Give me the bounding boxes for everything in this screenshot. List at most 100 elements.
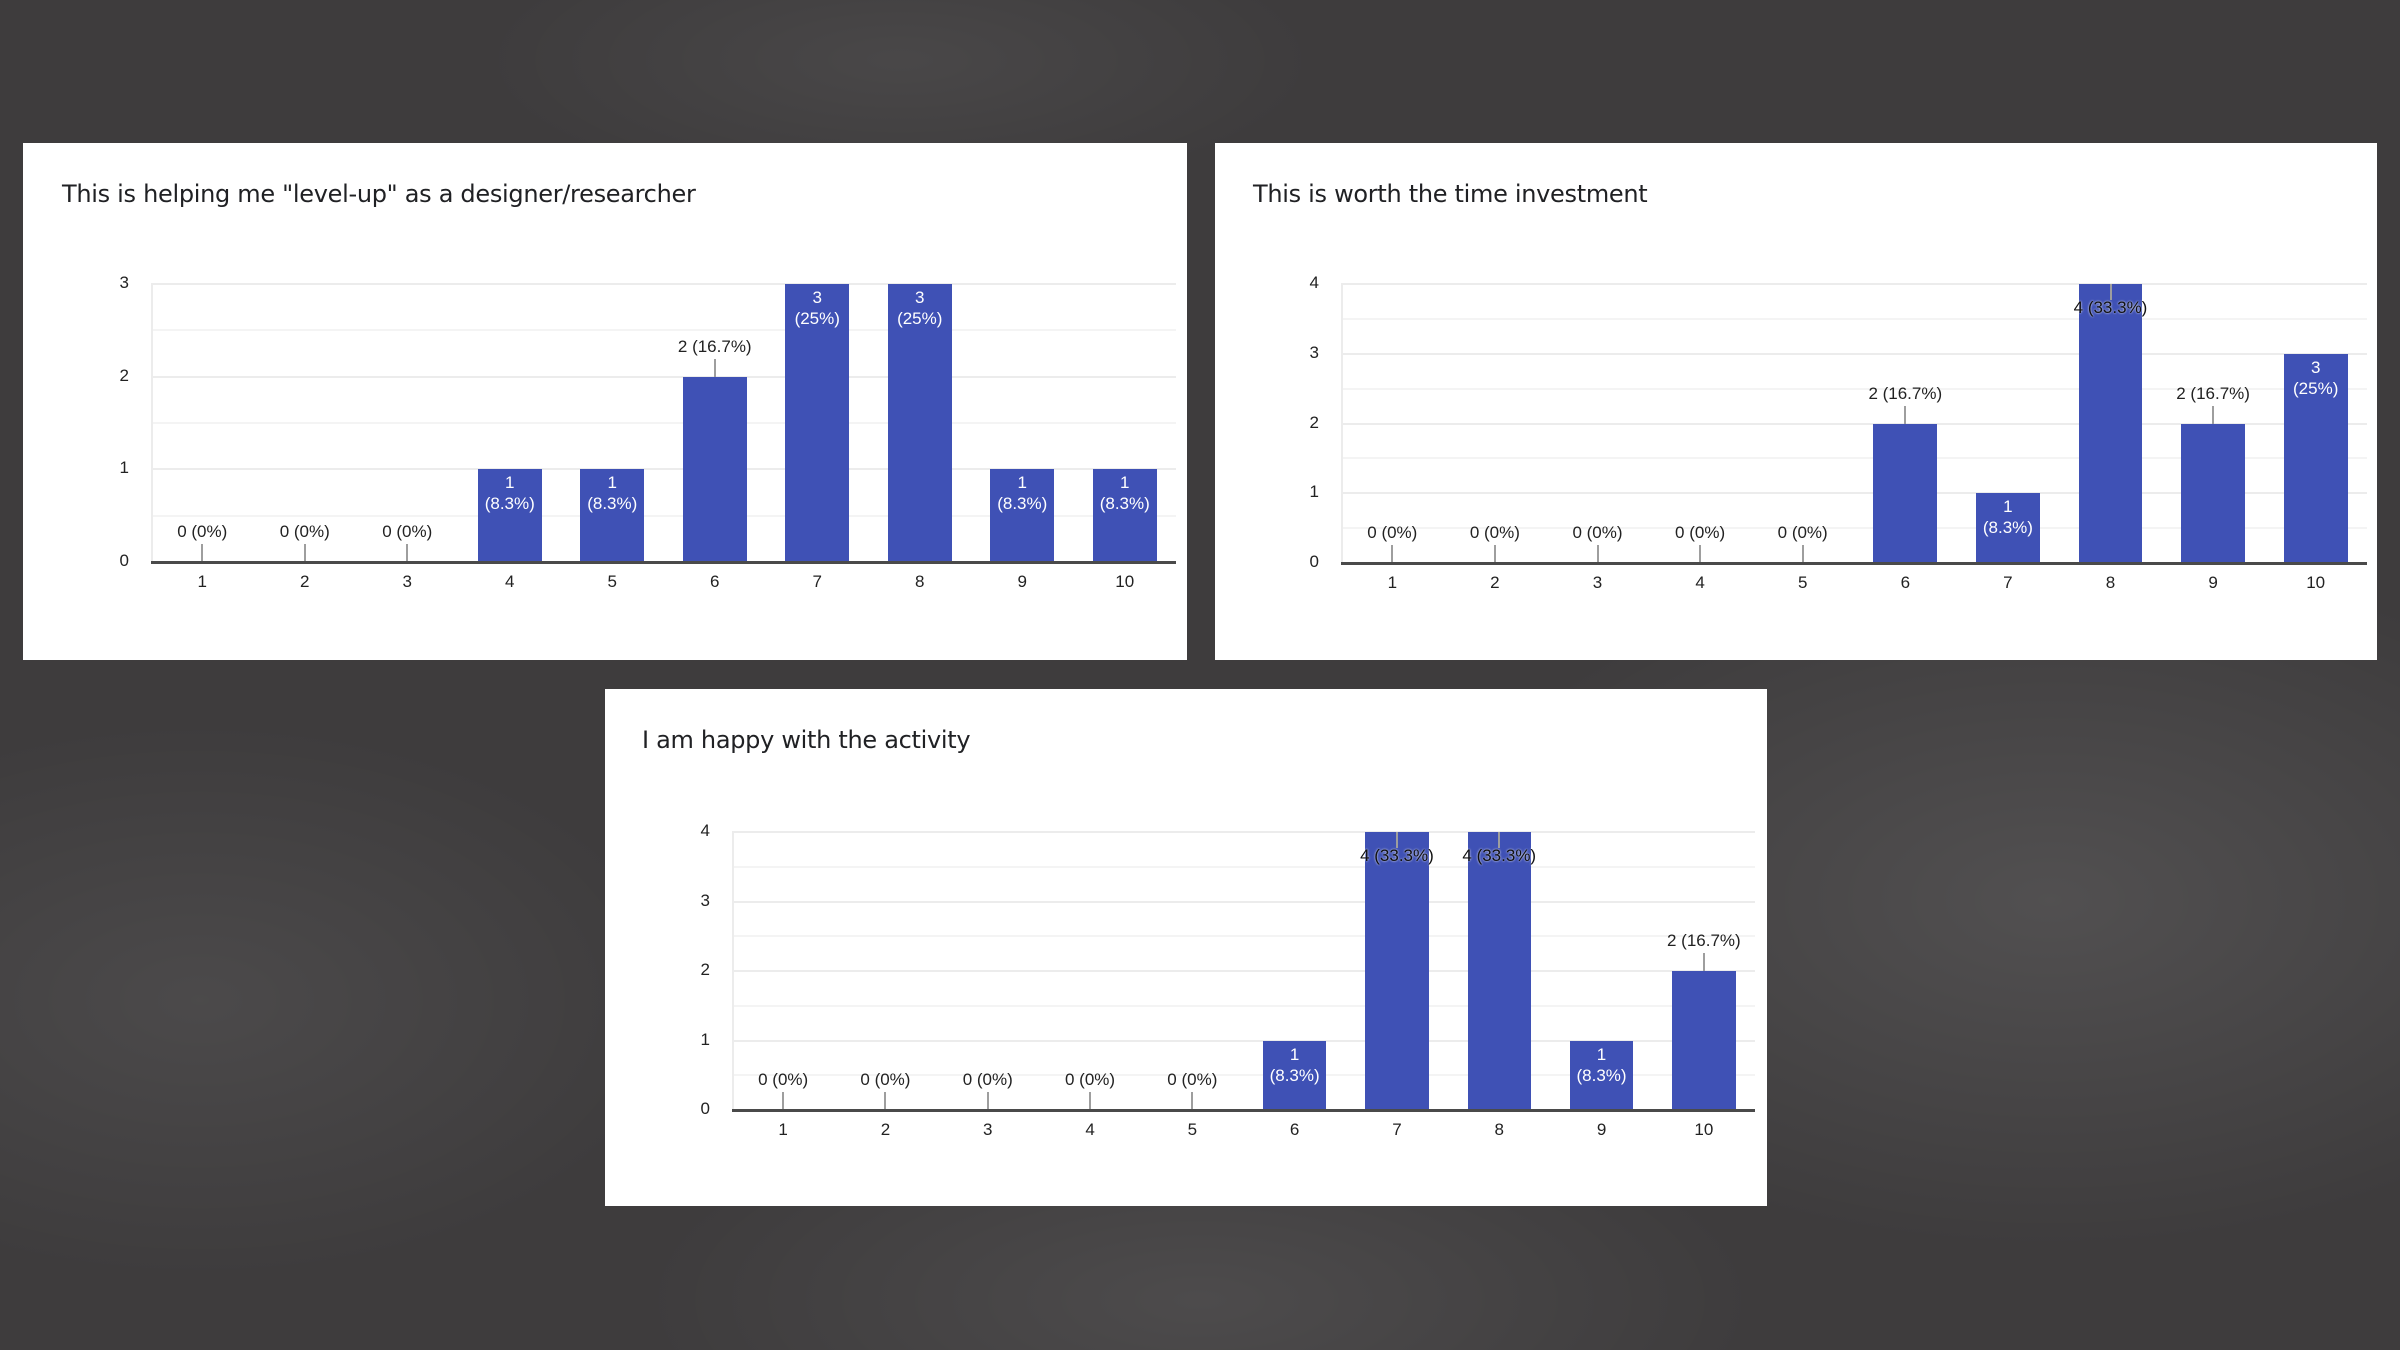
bar-7 xyxy=(785,284,850,562)
data-label: 0 (0%) xyxy=(1777,523,1828,542)
x-tick-label: 4 xyxy=(505,572,515,591)
bar-10 xyxy=(1092,469,1157,562)
minor-gridline xyxy=(1341,387,2367,390)
x-tick-label: 7 xyxy=(1392,1120,1402,1139)
gridline xyxy=(732,831,1755,833)
label-leader xyxy=(406,544,409,562)
data-label: 1 (8.3%) xyxy=(1093,472,1157,514)
chart-panel-time-investment: This is worth the time investment 0 1 2 3 4 1… xyxy=(1215,143,2377,660)
data-label: 0 (0%) xyxy=(1167,1070,1218,1089)
label-leader xyxy=(2109,284,2112,300)
minor-gridline xyxy=(732,935,1755,938)
data-label: 1 (8.3%) xyxy=(1570,1044,1633,1086)
chart-panel-level-up: This is helping me "level-up" as a desig… xyxy=(23,143,1187,660)
bar-6 xyxy=(1873,423,1938,563)
data-label-percent: (25%) xyxy=(897,309,943,328)
label-leader xyxy=(713,358,716,377)
data-label-percent: (8.3%) xyxy=(1269,1065,1320,1085)
data-label-count: 1 xyxy=(1017,473,1027,493)
data-label: 2 (16.7%) xyxy=(677,336,752,356)
x-tick-label: 1 xyxy=(197,572,207,591)
x-tick-label: 9 xyxy=(1017,572,1027,591)
x-tick-label: 10 xyxy=(1694,1120,1714,1139)
bar-10 xyxy=(2283,353,2348,563)
data-label-count: 3 xyxy=(812,288,822,307)
chart-panel-happy-activity: I am happy with the activity 0 1 2 3 4 1 0 (0%… xyxy=(605,689,1767,1206)
y-tick-label: 2 xyxy=(119,365,129,385)
data-label: 0 (0%) xyxy=(1675,523,1726,542)
bar-8 xyxy=(1467,832,1531,1110)
label-leader xyxy=(1904,405,1907,424)
x-tick-label: 1 xyxy=(778,1120,788,1139)
label-leader xyxy=(1089,1092,1092,1110)
x-tick-label: 8 xyxy=(915,572,925,591)
x-tick-label: 2 xyxy=(300,572,310,591)
bar-8 xyxy=(2078,284,2143,563)
data-label: 0 (0%) xyxy=(1572,523,1623,542)
minor-gridline xyxy=(151,422,1176,424)
data-label-percent: (25%) xyxy=(2293,378,2339,398)
x-tick-label: 10 xyxy=(1115,572,1135,591)
x-tick-label: 3 xyxy=(1592,573,1603,592)
x-tick-label: 5 xyxy=(607,572,617,591)
minor-gridline xyxy=(1341,457,2367,460)
x-tick-label: 4 xyxy=(1085,1120,1095,1139)
data-label: 0 (0%) xyxy=(860,1070,911,1089)
gridline xyxy=(1341,422,2367,425)
bar-6 xyxy=(1262,1040,1327,1110)
data-label: 0 (0%) xyxy=(1367,523,1418,542)
label-leader xyxy=(201,544,204,562)
bar-6 xyxy=(682,376,747,562)
minor-gridline xyxy=(1341,317,2367,320)
x-axis-baseline xyxy=(732,1109,1755,1112)
x-axis-baseline xyxy=(151,561,1176,564)
data-label-percent: (8.3%) xyxy=(997,494,1048,514)
bar-7 xyxy=(1365,832,1429,1110)
data-label-count: 1 xyxy=(1289,1044,1300,1064)
gridline xyxy=(151,375,1176,378)
x-tick-label: 7 xyxy=(2003,573,2013,592)
y-tick-label: 2 xyxy=(700,960,710,979)
gridline xyxy=(732,1039,1755,1042)
label-leader xyxy=(1702,953,1705,971)
data-label-count: 1 xyxy=(1596,1044,1607,1064)
minor-gridline xyxy=(1341,527,2367,530)
bar-9 xyxy=(990,469,1055,562)
data-label: 4 (33.3%) xyxy=(2073,298,2148,317)
chart-title: I am happy with the activity xyxy=(642,726,971,754)
data-label-count: 3 xyxy=(2310,357,2321,377)
data-label: 2 (16.7%) xyxy=(1868,383,1943,403)
label-leader xyxy=(884,1092,887,1110)
x-tick-label: 5 xyxy=(1187,1120,1198,1139)
y-tick-label: 2 xyxy=(1309,412,1319,432)
y-tick-label: 0 xyxy=(1309,552,1319,571)
y-tick-label: 1 xyxy=(119,458,129,478)
y-axis-line xyxy=(732,832,734,1110)
chart-title: This is helping me "level-up" as a desig… xyxy=(62,180,696,208)
x-tick-label: 8 xyxy=(1494,1120,1504,1139)
bar-9 xyxy=(1569,1040,1634,1110)
gridline xyxy=(151,468,1176,471)
gridline xyxy=(732,970,1755,972)
chart-title: This is worth the time investment xyxy=(1253,180,1648,208)
data-label: 2 (16.7%) xyxy=(2176,383,2250,403)
label-leader xyxy=(1395,832,1398,848)
gridline xyxy=(151,283,1176,285)
data-label: 0 (0%) xyxy=(279,522,330,541)
bar-7 xyxy=(1976,493,2040,563)
data-label-count: 3 xyxy=(915,288,925,307)
minor-gridline xyxy=(732,865,1755,868)
label-leader xyxy=(782,1092,785,1110)
minor-gridline xyxy=(732,1004,1755,1007)
data-label: 1 (8.3%) xyxy=(1263,1044,1326,1086)
gridline xyxy=(1341,283,2367,285)
bar-5 xyxy=(580,469,645,562)
x-tick-label: 2 xyxy=(1490,573,1500,592)
y-axis-line xyxy=(151,284,153,562)
label-leader xyxy=(1191,1092,1194,1110)
data-label-count: 1 xyxy=(505,473,515,493)
data-label-percent: (8.3%) xyxy=(587,494,638,514)
data-label-count: 1 xyxy=(1120,473,1130,493)
minor-gridline xyxy=(732,1074,1755,1077)
